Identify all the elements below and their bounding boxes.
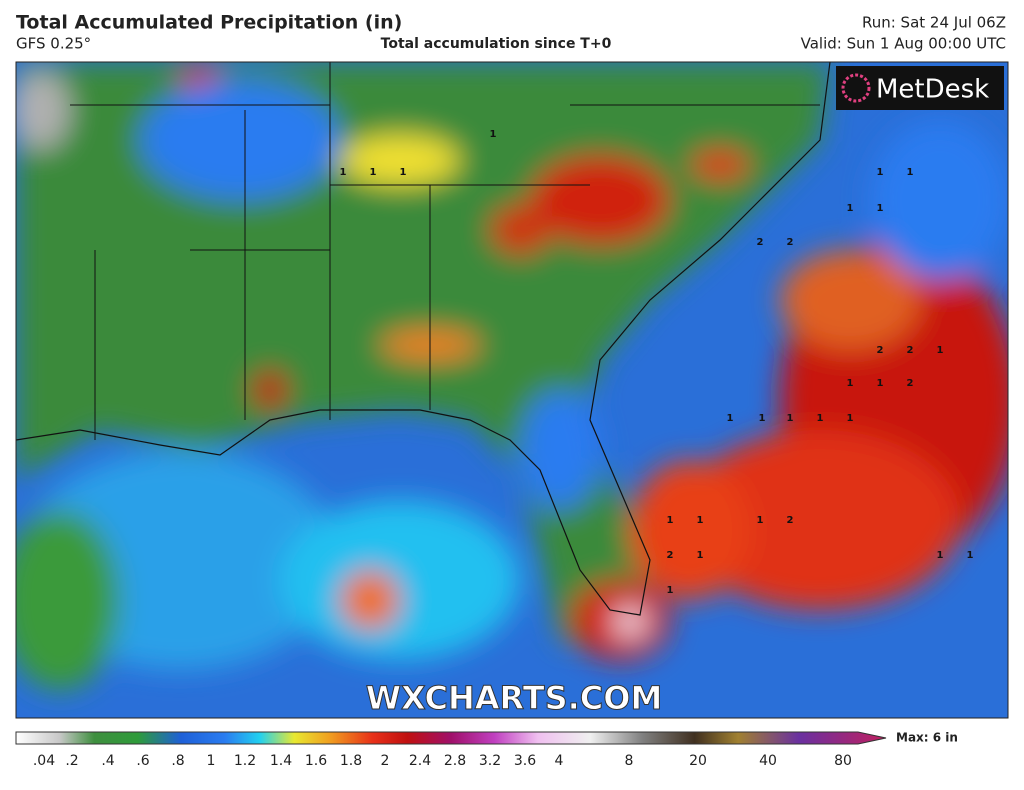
title: Total Accumulated Precipitation (in)	[16, 12, 402, 34]
legend-tick-label: 80	[834, 753, 852, 769]
color-bar	[15, 731, 887, 745]
legend-tick-label: 1	[207, 753, 216, 769]
subtitle: Total accumulation since T+0	[381, 36, 612, 52]
legend-ticks: .04 .2 .4 .6 .8 1 1.2 1.4 1.6 1.8 2 2.4 2.8 3.2 3.6 4 8 2…	[33, 753, 852, 769]
watermark: WXCHARTS.COM	[366, 679, 663, 717]
legend-tick-label: 40	[759, 753, 777, 769]
contour-label: 2	[877, 345, 884, 356]
legend-tick-label: 4	[555, 753, 564, 769]
legend-tick-label: 1.4	[270, 753, 292, 769]
contour-label: 1	[937, 550, 944, 561]
contour-label: 1	[400, 167, 407, 178]
valid-time: Valid: Sun 1 Aug 00:00 UTC	[801, 35, 1006, 53]
legend-tick-label: .4	[101, 753, 114, 769]
model: GFS 0.25°	[16, 35, 91, 53]
contour-label: 1	[340, 167, 347, 178]
contour-label: 1	[667, 585, 674, 596]
contour-label: 1	[847, 378, 854, 389]
contour-label: 1	[759, 413, 766, 424]
contour-label: 1	[727, 413, 734, 424]
run-time: Run: Sat 24 Jul 06Z	[862, 14, 1006, 32]
logo: MetDesk	[876, 75, 989, 105]
contour-label: 1	[817, 413, 824, 424]
coastline	[16, 62, 831, 616]
contour-label: 1	[667, 515, 674, 526]
max-label: Max: 6 in	[896, 731, 958, 745]
contour-label: 1	[697, 550, 704, 561]
contour-label: 1	[877, 203, 884, 214]
legend-tick-label: .6	[136, 753, 149, 769]
logo-icon	[841, 73, 871, 103]
state-borders	[70, 62, 820, 440]
contour-label: 1	[787, 413, 794, 424]
contour-label: 2	[667, 550, 674, 561]
logo-box	[836, 66, 1004, 110]
contour-label: 1	[847, 413, 854, 424]
contour-label: 1	[490, 129, 497, 140]
legend-tick-label: 8	[625, 753, 634, 769]
legend-tick-label: 3.6	[514, 753, 536, 769]
legend-tick-label: 1.6	[305, 753, 327, 769]
contour-label: 1	[757, 515, 764, 526]
legend-tick-label: .04	[33, 753, 55, 769]
legend-tick-label: 2	[381, 753, 390, 769]
legend-tick-label: 2.4	[409, 753, 431, 769]
contour-label: 1	[877, 167, 884, 178]
legend-tick-label: 3.2	[479, 753, 501, 769]
contour-label: 1	[847, 203, 854, 214]
legend-tick-label: .8	[171, 753, 184, 769]
legend-tick-label: 1.8	[340, 753, 362, 769]
legend-tick-label: .2	[65, 753, 78, 769]
legend-tick-label: 2.8	[444, 753, 466, 769]
contour-label: 1	[937, 345, 944, 356]
contour-label: 2	[757, 237, 764, 248]
map-frame	[15, 61, 1009, 719]
contour-labels: 1 1 1 1 1 1 1 1 2 2 2 2 1 1 1 2 1 1 1 1 1 2 1 1 1 1 1 1 2 1	[340, 129, 974, 596]
legend-tick-label: 20	[689, 753, 707, 769]
contour-label: 1	[877, 378, 884, 389]
contour-label: 2	[907, 345, 914, 356]
contour-label: 2	[787, 515, 794, 526]
contour-label: 1	[967, 550, 974, 561]
contour-label: 1	[370, 167, 377, 178]
contour-label: 2	[907, 378, 914, 389]
map: 1 1 1 1 1 1 1 1 2 2 2 2 1 1 1 2 1 1 1 1 1 2 1 1 1 1 1 1 2 1 WXCHARTS.…	[16, 62, 1008, 718]
contour-label: 1	[907, 167, 914, 178]
precip-field	[16, 62, 1008, 690]
legend-tick-label: 1.2	[234, 753, 256, 769]
contour-label: 1	[697, 515, 704, 526]
contour-label: 2	[787, 237, 794, 248]
